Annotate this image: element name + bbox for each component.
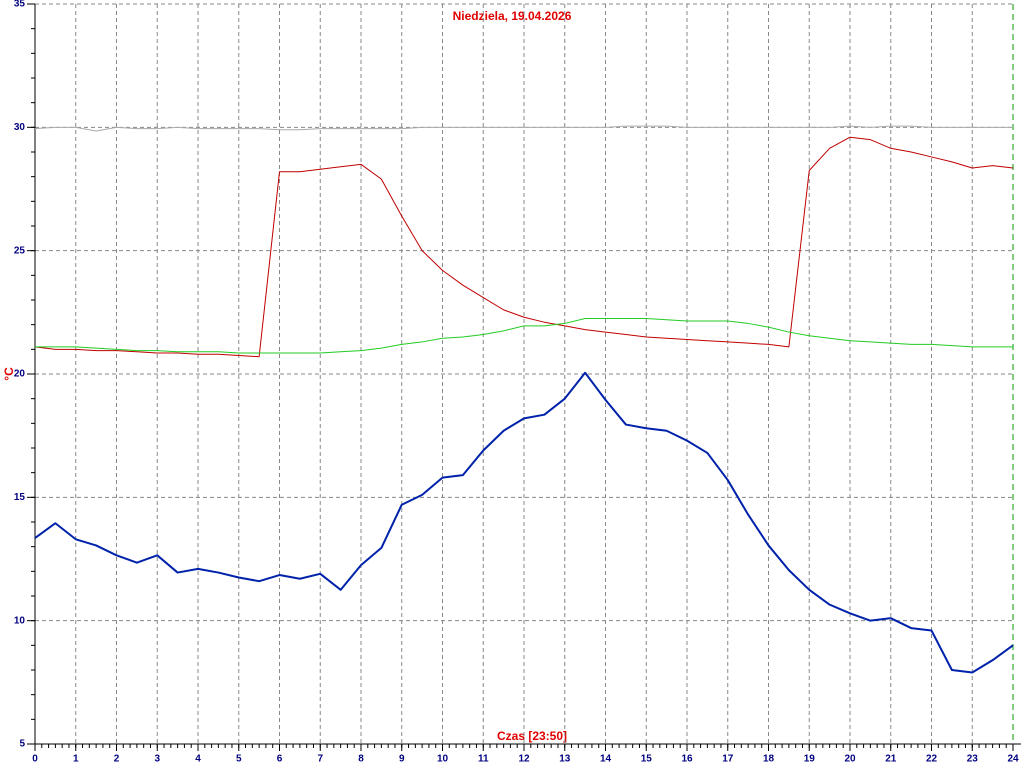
x-tick-label: 17 bbox=[722, 754, 734, 765]
x-tick-label: 12 bbox=[518, 754, 530, 765]
x-tick-label: 10 bbox=[437, 754, 449, 765]
x-tick-label: 1 bbox=[73, 754, 79, 765]
y-tick-label: 10 bbox=[14, 615, 26, 626]
y-tick-label: 25 bbox=[14, 245, 26, 256]
x-tick-label: 16 bbox=[681, 754, 693, 765]
x-tick-label: 23 bbox=[967, 754, 979, 765]
x-tick-label: 4 bbox=[195, 754, 201, 765]
x-tick-label: 15 bbox=[641, 754, 653, 765]
x-axis-label: Czas [23:50] bbox=[497, 729, 567, 743]
x-tick-label: 5 bbox=[236, 754, 242, 765]
x-tick-label: 22 bbox=[926, 754, 938, 765]
x-tick-label: 24 bbox=[1007, 754, 1019, 765]
x-tick-label: 14 bbox=[600, 754, 612, 765]
x-tick-label: 9 bbox=[399, 754, 405, 765]
y-tick-label: 30 bbox=[14, 122, 26, 133]
chart-title: Niedziela, 19.04.2026 bbox=[453, 9, 572, 23]
x-tick-label: 2 bbox=[114, 754, 120, 765]
data-line bbox=[34, 125, 1013, 132]
x-tick-label: 18 bbox=[763, 754, 775, 765]
x-tick-label: 8 bbox=[358, 754, 364, 765]
y-tick-label: 5 bbox=[19, 739, 25, 750]
x-tick-label: 0 bbox=[32, 754, 38, 765]
y-tick-label: 20 bbox=[14, 369, 26, 380]
data-line bbox=[34, 371, 1014, 674]
x-tick-label: 21 bbox=[885, 754, 897, 765]
data-line bbox=[35, 318, 1013, 354]
x-tick-label: 7 bbox=[317, 754, 323, 765]
y-axis-label: °C bbox=[2, 367, 16, 381]
y-tick-label: 15 bbox=[14, 492, 26, 503]
x-tick-label: 3 bbox=[154, 754, 160, 765]
x-tick-label: 20 bbox=[844, 754, 856, 765]
x-tick-label: 6 bbox=[277, 754, 283, 765]
data-line bbox=[34, 136, 1014, 358]
x-tick-label: 19 bbox=[804, 754, 816, 765]
x-tick-label: 13 bbox=[559, 754, 571, 765]
x-tick-label: 11 bbox=[478, 754, 489, 765]
y-tick-label: 35 bbox=[14, 0, 26, 10]
